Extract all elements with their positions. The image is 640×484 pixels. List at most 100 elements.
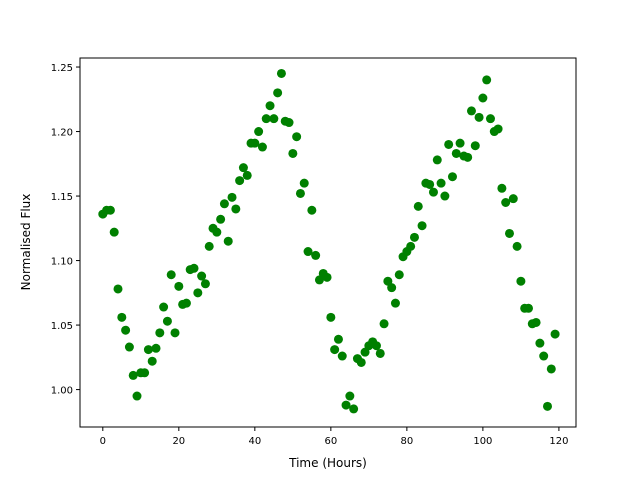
data-point (307, 205, 317, 215)
data-point (409, 232, 419, 242)
data-point (387, 283, 397, 293)
data-point (223, 236, 233, 246)
data-point (242, 170, 252, 180)
y-tick-label: 1.00 (51, 386, 73, 397)
data-point (147, 356, 157, 366)
data-point (337, 351, 347, 361)
data-point (474, 112, 484, 122)
x-tick-label: 0 (100, 436, 106, 447)
data-point (219, 199, 229, 209)
data-point (341, 400, 351, 410)
data-point (124, 342, 134, 352)
data-point (455, 138, 465, 148)
data-point (531, 317, 541, 327)
data-point (516, 276, 526, 286)
data-point (235, 176, 245, 186)
data-point (212, 227, 222, 237)
x-tick-label: 100 (473, 436, 492, 447)
data-point (117, 312, 127, 322)
data-point (231, 204, 241, 214)
data-point (166, 270, 176, 280)
data-point (303, 247, 313, 257)
y-tick-label: 1.20 (51, 128, 73, 139)
data-point (546, 364, 556, 374)
data-point (121, 325, 131, 335)
data-point (349, 404, 359, 414)
data-point (550, 329, 560, 339)
data-point (174, 281, 184, 291)
x-tick-label: 40 (248, 436, 261, 447)
data-point (501, 198, 511, 208)
data-point (470, 141, 480, 151)
data-point (330, 345, 340, 355)
data-point (535, 338, 545, 348)
data-point (322, 272, 332, 282)
x-tick-label: 20 (172, 436, 185, 447)
data-point (132, 391, 142, 401)
data-point (451, 148, 461, 158)
x-axis-label: Time (Hours) (288, 456, 367, 470)
data-point (292, 132, 302, 142)
x-tick-label: 80 (400, 436, 413, 447)
data-point (356, 357, 366, 367)
data-point (508, 194, 518, 204)
data-point (345, 391, 355, 401)
data-point (295, 188, 305, 198)
data-point (151, 343, 161, 353)
data-point (155, 328, 165, 338)
data-point (109, 227, 119, 237)
y-tick-label: 1.25 (51, 63, 73, 74)
data-point (425, 179, 435, 189)
data-point (379, 319, 389, 329)
x-tick-label: 120 (549, 436, 568, 447)
data-point (413, 201, 423, 211)
data-point (493, 124, 503, 134)
plot-area (79, 57, 577, 428)
y-tick-label: 1.10 (51, 257, 73, 268)
data-point (189, 263, 199, 273)
data-point (257, 142, 267, 152)
data-point (523, 303, 533, 313)
data-point (447, 172, 457, 182)
data-point (432, 155, 442, 165)
data-point (238, 163, 248, 173)
data-point (417, 221, 427, 231)
data-point (504, 228, 514, 238)
data-point (482, 75, 492, 85)
data-point (463, 152, 473, 162)
data-point (390, 298, 400, 308)
data-point (512, 241, 522, 251)
data-point (128, 370, 138, 380)
data-point (204, 241, 214, 251)
data-point (181, 298, 191, 308)
data-point (254, 127, 264, 137)
data-point (299, 178, 309, 188)
y-axis-label: Normalised Flux (19, 194, 33, 291)
data-point (428, 187, 438, 197)
data-point (273, 88, 283, 98)
data-point (394, 270, 404, 280)
data-point (440, 191, 450, 201)
data-point (478, 93, 488, 103)
data-point (542, 401, 552, 411)
data-point (143, 345, 153, 355)
data-point (170, 328, 180, 338)
y-tick-label: 1.05 (51, 321, 73, 332)
data-point (311, 250, 321, 260)
data-point (159, 302, 169, 312)
data-point (406, 241, 416, 251)
data-point (326, 312, 336, 322)
x-tick-label: 60 (324, 436, 337, 447)
data-point (444, 139, 454, 149)
data-point (105, 205, 115, 215)
data-point (250, 138, 260, 148)
data-point (436, 178, 446, 188)
data-point (497, 183, 507, 193)
x-axis-ticks: 0 20 40 60 80 100 120 (100, 427, 568, 447)
data-point (539, 351, 549, 361)
y-axis-ticks: 1.00 1.05 1.10 1.15 1.20 1.25 (51, 63, 80, 397)
data-point (375, 348, 385, 358)
data-point (193, 288, 203, 298)
data-point (466, 106, 476, 116)
data-point (162, 316, 172, 326)
